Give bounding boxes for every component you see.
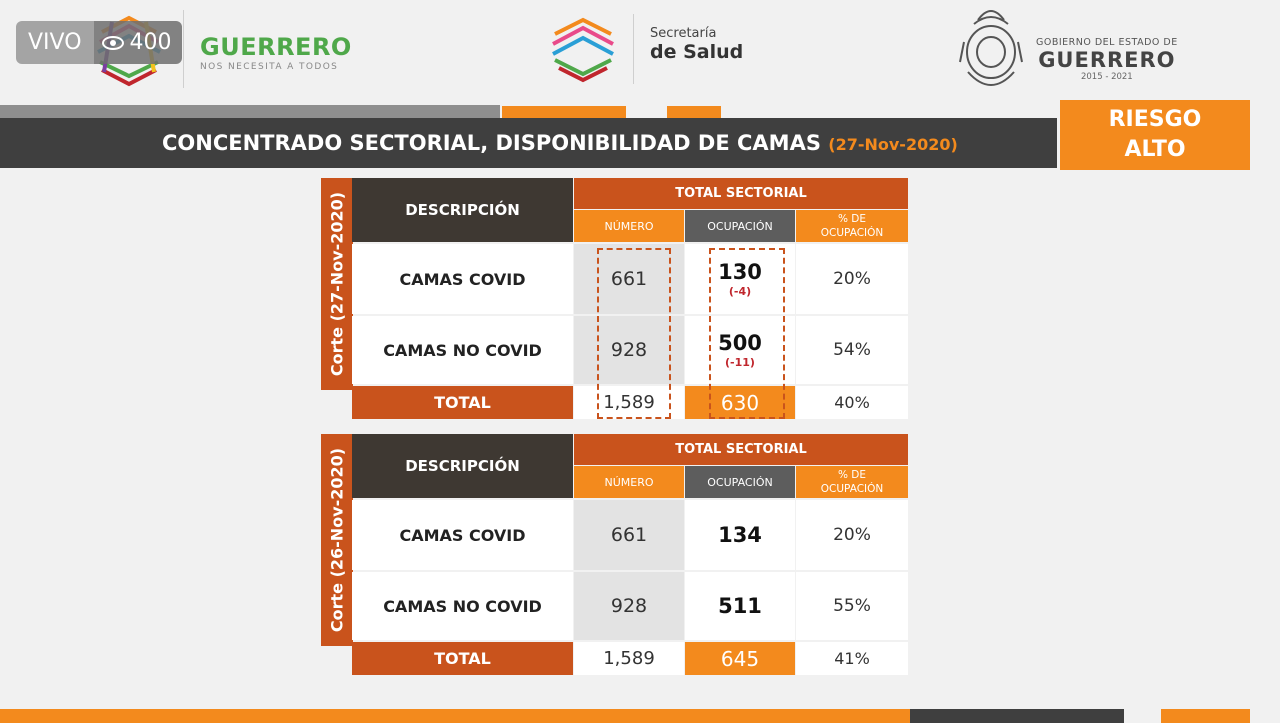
salud-brand: Secretaría de Salud xyxy=(650,26,743,63)
gobierno-years: 2015 - 2021 xyxy=(1080,72,1133,82)
header-numero: NÚMERO xyxy=(574,466,684,498)
footer-stripe-dark xyxy=(910,709,1124,723)
guerrero-brand: GUERRERO NOS NECESITA A TODOS xyxy=(200,33,352,72)
page-title: CONCENTRADO SECTORIAL, DISPONIBILIDAD DE… xyxy=(162,131,958,155)
row-numero: 661 xyxy=(574,244,684,314)
header-pct-line2: OCUPACIÓN xyxy=(820,483,884,495)
title-band xyxy=(0,118,1057,168)
salud-line2: de Salud xyxy=(650,41,744,63)
row-pct: 20% xyxy=(796,500,908,570)
total-pct: 40% xyxy=(796,386,908,419)
guerrero-subtitle: NOS NECESITA A TODOS xyxy=(200,62,339,72)
ocupacion-value: 134 xyxy=(718,523,762,547)
total-label: TOTAL xyxy=(352,386,573,419)
header-ocupacion: OCUPACIÓN xyxy=(685,210,795,242)
salud-logo-icon xyxy=(552,17,614,83)
highlight-ocupacion-box xyxy=(709,248,785,419)
row-pct: 20% xyxy=(796,244,908,314)
row-label: CAMAS NO COVID xyxy=(352,316,573,384)
header-numero: NÚMERO xyxy=(574,210,684,242)
viewer-count: 400 xyxy=(93,21,182,64)
eye-icon xyxy=(101,35,124,50)
row-ocupacion: 511 xyxy=(685,572,795,640)
header-ocupacion: OCUPACIÓN xyxy=(685,466,795,498)
total-label: TOTAL xyxy=(352,642,573,675)
row-numero: 928 xyxy=(574,572,684,640)
header-descripcion: DESCRIPCIÓN xyxy=(352,434,573,498)
corte-label: Corte (27-Nov-2020) xyxy=(327,191,347,377)
ocupacion-delta: (-4) xyxy=(728,285,752,298)
row-ocupacion: 130 (-4) xyxy=(685,244,795,314)
header-total-sectorial: TOTAL SECTORIAL xyxy=(574,434,908,465)
header-pct-line1: % DE xyxy=(837,213,867,225)
total-ocupacion: 645 xyxy=(685,642,795,675)
row-label: CAMAS COVID xyxy=(352,244,573,314)
row-pct: 54% xyxy=(796,316,908,384)
row-numero: 661 xyxy=(574,500,684,570)
risk-line1: RIESGO xyxy=(1108,107,1202,132)
live-badge: VIVO 400 xyxy=(16,21,182,64)
viewer-count-value: 400 xyxy=(129,30,172,55)
risk-line2: ALTO xyxy=(1124,137,1186,162)
gobierno-line2: GUERRERO xyxy=(1038,48,1176,72)
corte-label: Corte (26-Nov-2020) xyxy=(327,447,347,633)
corte-label-box: Corte (27-Nov-2020) xyxy=(321,178,353,390)
row-label: CAMAS NO COVID xyxy=(352,572,573,640)
page-title-date: (27-Nov-2020) xyxy=(828,135,958,154)
state-seal-icon xyxy=(959,10,1023,86)
header-pct-line2: OCUPACIÓN xyxy=(820,227,884,239)
ocupacion-value: 130 xyxy=(718,260,762,284)
row-ocupacion: 134 xyxy=(685,500,795,570)
row-numero: 928 xyxy=(574,316,684,384)
stripe-orange xyxy=(667,106,721,118)
gobierno-line1: GOBIERNO DEL ESTADO DE xyxy=(1036,37,1178,48)
footer-stripe-orange xyxy=(1161,709,1250,723)
guerrero-title: GUERRERO xyxy=(200,33,352,61)
header-pct-line1: % DE xyxy=(837,469,867,481)
gobierno-brand: GOBIERNO DEL ESTADO DE GUERRERO 2015 - 2… xyxy=(1036,37,1178,82)
salud-line1: Secretaría xyxy=(650,26,717,41)
divider xyxy=(183,10,184,88)
page-title-text: CONCENTRADO SECTORIAL, DISPONIBILIDAD DE… xyxy=(162,131,821,155)
beds-table: DESCRIPCIÓN TOTAL SECTORIAL NÚMERO OCUPA… xyxy=(352,434,908,676)
footer-stripe-orange xyxy=(0,709,910,723)
header-pct-ocupacion: % DE OCUPACIÓN xyxy=(796,466,908,498)
total-pct: 41% xyxy=(796,642,908,675)
header-total-sectorial: TOTAL SECTORIAL xyxy=(574,178,908,209)
header-pct-ocupacion: % DE OCUPACIÓN xyxy=(796,210,908,242)
ocupacion-delta: (-11) xyxy=(725,356,755,369)
total-numero: 1,589 xyxy=(574,386,684,419)
total-numero: 1,589 xyxy=(574,642,684,675)
beds-table: DESCRIPCIÓN TOTAL SECTORIAL NÚMERO OCUPA… xyxy=(352,178,908,420)
ocupacion-value: 511 xyxy=(718,594,762,618)
risk-badge: RIESGO ALTO xyxy=(1060,100,1250,170)
live-label: VIVO xyxy=(16,21,94,64)
row-ocupacion: 500 (-11) xyxy=(685,316,795,384)
row-pct: 55% xyxy=(796,572,908,640)
corte-label-box: Corte (26-Nov-2020) xyxy=(321,434,353,646)
stripe-orange xyxy=(502,106,626,118)
total-ocupacion: 630 xyxy=(685,386,795,419)
header-descripcion: DESCRIPCIÓN xyxy=(352,178,573,242)
stripe-gray xyxy=(0,105,500,118)
row-label: CAMAS COVID xyxy=(352,500,573,570)
divider xyxy=(633,14,634,84)
ocupacion-value: 500 xyxy=(718,331,762,355)
highlight-numero-box xyxy=(597,248,671,419)
